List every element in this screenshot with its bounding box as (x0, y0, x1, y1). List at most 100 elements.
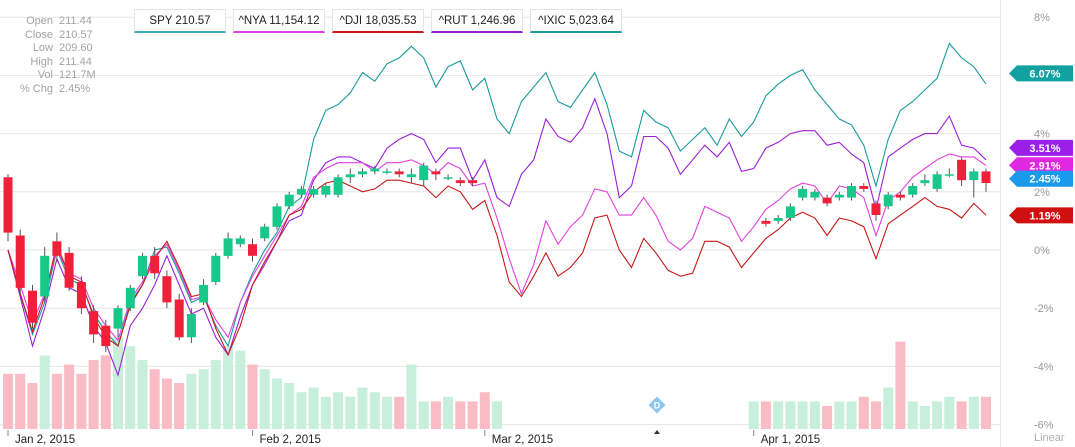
y-tick-label: -2% (1034, 303, 1054, 315)
candle-body (64, 252, 74, 288)
candle-body (162, 276, 172, 303)
quote-value: 211.44 (59, 15, 92, 27)
volume-bar (15, 373, 26, 429)
candle-body (834, 194, 844, 198)
volume-bar (968, 396, 979, 429)
candle-body (455, 180, 465, 184)
candle-body (895, 194, 905, 198)
volume-bar (357, 387, 368, 429)
series-line (7, 97, 987, 377)
volume-bar (64, 364, 75, 429)
volume-bar (3, 373, 13, 429)
legend-item-spy[interactable]: SPY 210.57 (134, 9, 226, 33)
candle-body (28, 290, 37, 323)
candle-body (798, 188, 808, 198)
candle-body (260, 226, 270, 239)
legend-item-ixic[interactable]: ^IXIC 5,023.64 (530, 9, 622, 33)
quote-row-high: High 211.44 (14, 56, 119, 70)
series-lines (7, 42, 987, 377)
candle-body (333, 177, 343, 195)
volume-bar (443, 396, 454, 429)
volume-bar (174, 383, 185, 429)
x-tick-label: Apr 1, 2015 (761, 434, 820, 446)
candle-body (932, 174, 942, 189)
candle-body (981, 171, 991, 183)
y-tick-label: -6% (1034, 420, 1054, 432)
quote-value: 121.7M (59, 69, 96, 82)
candle-body (406, 174, 416, 178)
candle-body (847, 186, 856, 198)
x-tick-label: Jan 2, 2015 (15, 434, 75, 446)
candle-body (908, 186, 918, 195)
candle-body (859, 186, 869, 189)
quote-value: 211.44 (59, 55, 92, 68)
series-line (7, 42, 987, 348)
volume-bar (822, 406, 833, 429)
volume-bar (956, 401, 967, 429)
candle-body (394, 171, 404, 175)
volume-bar (871, 401, 881, 429)
volume-bar (369, 392, 380, 429)
volume-bar (137, 360, 148, 429)
legend-item-dji[interactable]: ^DJI 18,035.53 (332, 9, 424, 33)
end-value-label: 2.45% (1029, 174, 1060, 186)
quote-label: High (30, 55, 53, 68)
volume-bar (394, 396, 405, 429)
volume-bar (919, 406, 930, 429)
candle-body (52, 241, 62, 256)
volume-bar (198, 369, 209, 429)
volume-bar (27, 383, 38, 429)
quote-value: 210.57 (59, 28, 93, 41)
volume-bar (785, 401, 796, 429)
x-tick-label: Mar 2, 2015 (492, 434, 553, 446)
legend-item-nya[interactable]: ^NYA 11,154.12 (233, 9, 325, 33)
legend-item-rut[interactable]: ^RUT 1,246.96 (431, 9, 523, 33)
candle-body (248, 244, 257, 256)
volume-bar (39, 355, 50, 429)
volume-bar (296, 392, 307, 429)
volume-bar (247, 364, 258, 429)
end-labels: 6.07% 3.51% 2.91% 2.45% 1.19% (1009, 65, 1073, 224)
volume-bar (944, 396, 955, 429)
volume-bar (883, 387, 894, 429)
quote-label: % Chg (19, 82, 53, 95)
candle-body (370, 168, 380, 172)
series-line (7, 179, 987, 357)
volume-bar (809, 401, 820, 429)
volume-bar (100, 355, 111, 429)
candle-body (15, 235, 25, 288)
y-tick-label: 0% (1034, 245, 1050, 257)
dividend-marker-label: D (654, 401, 661, 411)
end-value-label: 6.07% (1029, 68, 1060, 80)
volume-bar (149, 369, 160, 429)
end-value-tag (1009, 170, 1073, 187)
candle-body (810, 191, 820, 198)
candle-body (211, 255, 221, 282)
y-tick-label: 2% (1034, 187, 1050, 199)
candle-body (272, 206, 282, 227)
candle-body (920, 180, 930, 184)
candle-body (150, 255, 160, 274)
quote-value: 2.45% (59, 82, 91, 95)
candle-body (199, 284, 209, 303)
candle-body (957, 159, 967, 181)
y-tick-label: 4% (1034, 129, 1050, 141)
quote-label: Vol (37, 69, 53, 82)
end-value-label: 3.51% (1029, 143, 1060, 155)
series-line (7, 153, 987, 342)
volume-bar (748, 401, 759, 429)
quote-value: 209.60 (59, 42, 93, 55)
candle-body (761, 220, 771, 224)
candle-body (138, 255, 147, 277)
quote-panel: Open 211.44 Close 210.57 Low 209.60 High 211… (14, 15, 119, 97)
candle-body (773, 218, 783, 221)
volume-bar (210, 360, 221, 429)
scale-type-toggle[interactable]: Linear (1034, 432, 1065, 444)
candle-body (431, 171, 441, 175)
candle-body (3, 177, 13, 233)
candle-body (871, 203, 881, 215)
quote-label: Close (24, 28, 53, 41)
end-value-tag (1009, 157, 1073, 174)
candle-body (944, 174, 954, 176)
